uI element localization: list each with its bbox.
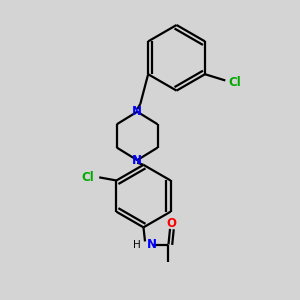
Text: N: N xyxy=(132,154,142,167)
Text: O: O xyxy=(166,217,176,230)
Text: Cl: Cl xyxy=(82,171,94,184)
Text: N: N xyxy=(147,238,157,251)
Text: N: N xyxy=(132,105,142,118)
Text: H: H xyxy=(133,239,140,250)
Text: Cl: Cl xyxy=(228,76,241,88)
